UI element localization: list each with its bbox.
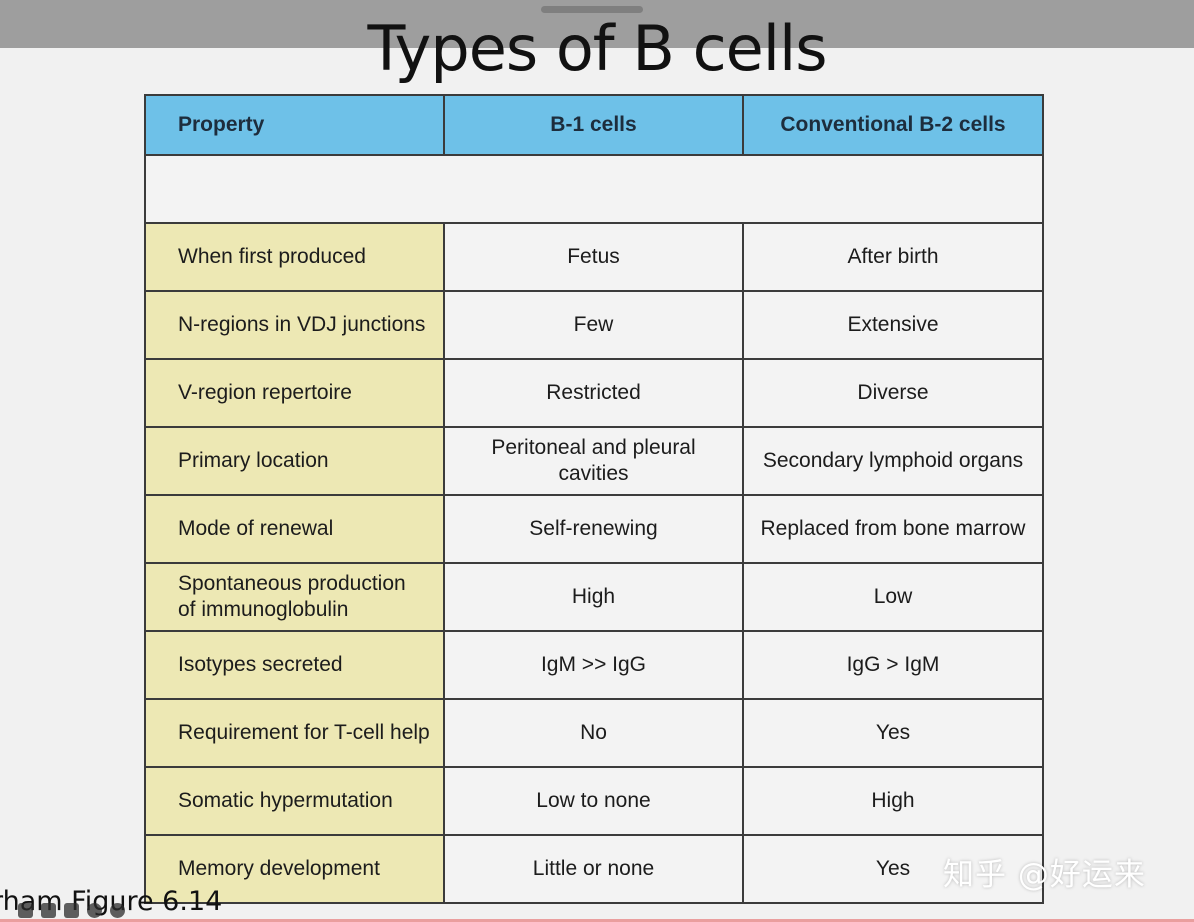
b2-cell: Diverse [742,358,1044,428]
b1-cell: Peritoneal and pleural cavities [443,426,744,496]
table-row: Primary location Peritoneal and pleural c… [144,426,1044,496]
progress-line [0,919,1194,922]
property-cell: Primary location [144,426,445,496]
b2-cell: Extensive [742,290,1044,360]
settings-icon[interactable] [87,902,102,918]
header-b1: B-1 cells [443,94,744,156]
table-row: N-regions in VDJ junctions Few Extensive [144,290,1044,360]
b1-cell: No [443,698,744,768]
table-body: When first produced Fetus After birth N-reg… [144,154,1044,904]
b1-cell: Self-renewing [443,494,744,564]
table-row: Mode of renewal Self-renewing Replaced fro… [144,494,1044,564]
b1-cell: Low to none [443,766,744,836]
property-cell: Requirement for T-cell help [144,698,445,768]
table-row: V-region repertoire Restricted Diverse [144,358,1044,428]
table-row: Spontaneous production of immunoglobulin H… [144,562,1044,632]
table-header-row: Property B-1 cells Conventional B-2 cell… [144,94,1044,156]
b1-cell: Few [443,290,744,360]
header-gap [144,154,1044,224]
table-row: Somatic hypermutation Low to none High [144,766,1044,836]
b1-cell: Restricted [443,358,744,428]
b2-cell: Replaced from bone marrow [742,494,1044,564]
header-property: Property [144,94,445,156]
header-b2: Conventional B-2 cells [742,94,1044,156]
property-cell: Spontaneous production of immunoglobulin [144,562,445,632]
b2-cell: Yes [742,834,1044,904]
property-cell: N-regions in VDJ junctions [144,290,445,360]
b2-cell: After birth [742,222,1044,292]
drag-handle[interactable] [541,6,643,13]
slide-title: Types of B cells [367,12,827,85]
player-controls [18,901,125,919]
property-cell: Memory development [144,834,445,904]
gap-cell [144,154,1044,224]
top-bar [0,0,1194,48]
b2-cell: Secondary lymphoid organs [742,426,1044,496]
play-icon[interactable] [110,902,125,918]
property-cell: Somatic hypermutation [144,766,445,836]
property-cell: V-region repertoire [144,358,445,428]
watermark: 知乎 @好运来 [943,857,1146,893]
back-icon[interactable] [18,902,33,918]
b-cell-table: Property B-1 cells Conventional B-2 cell… [144,94,1044,904]
captions-icon[interactable] [41,902,56,918]
b1-cell: Little or none [443,834,744,904]
b1-cell: Fetus [443,222,744,292]
table-row: Memory development Little or none Yes [144,834,1044,904]
b1-cell: IgM >> IgG [443,630,744,700]
b2-cell: Yes [742,698,1044,768]
b2-cell: IgG > IgM [742,630,1044,700]
skip-icon[interactable] [64,902,79,918]
property-cell: Isotypes secreted [144,630,445,700]
table-row: When first produced Fetus After birth [144,222,1044,292]
table-row: Isotypes secreted IgM >> IgG IgG > IgM [144,630,1044,700]
b2-cell: Low [742,562,1044,632]
property-cell: When first produced [144,222,445,292]
b2-cell: High [742,766,1044,836]
property-cell: Mode of renewal [144,494,445,564]
b1-cell: High [443,562,744,632]
table-row: Requirement for T-cell help No Yes [144,698,1044,768]
